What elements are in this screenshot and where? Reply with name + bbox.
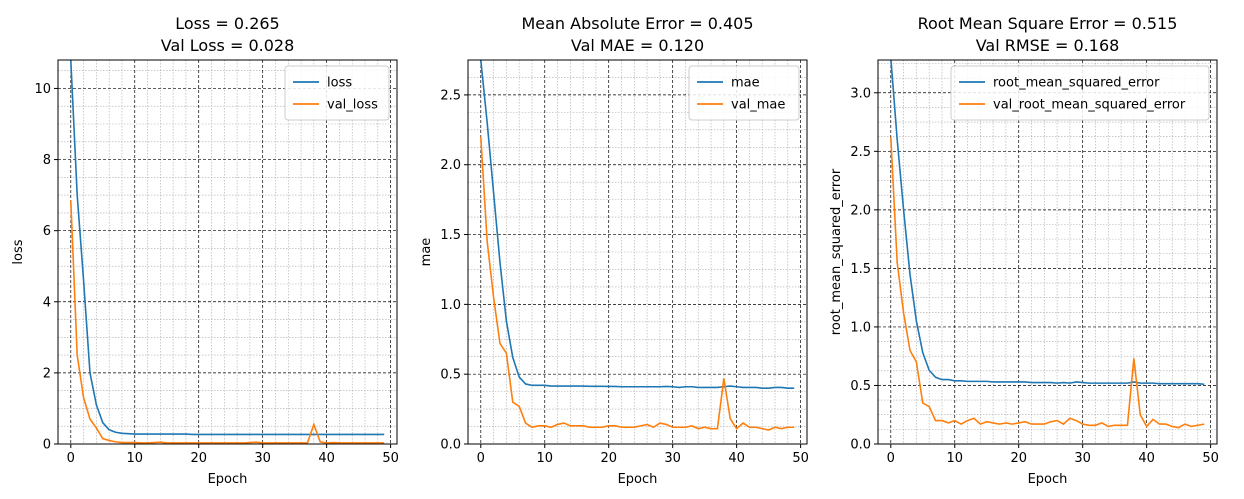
axes-frame xyxy=(467,59,808,445)
x-tick-label: 50 xyxy=(792,451,809,466)
axes-frame xyxy=(877,59,1218,445)
chart-subtitle: Val Loss = 0.028 xyxy=(161,36,295,55)
legend-entry: root_mean_squared_error xyxy=(993,76,1160,91)
y-tick-label: 2.0 xyxy=(850,203,871,218)
x-tick-label: 30 xyxy=(254,451,271,466)
x-tick-label: 20 xyxy=(600,451,617,466)
chart-panel-2: 0 10 20 30 40 50 0.0 0.5 1.0 1.5 2.0 2.5 Mean Absolu… xyxy=(419,14,809,487)
series-line-val_loss xyxy=(69,200,385,444)
y-tick-label: 1.0 xyxy=(440,298,461,313)
legend: mae val_mae xyxy=(688,65,800,121)
axes-frame xyxy=(57,59,398,445)
y-tick-label: 8 xyxy=(43,153,51,168)
grid xyxy=(467,60,807,445)
x-tick-label: 40 xyxy=(318,451,335,466)
y-tick-label: 0 xyxy=(43,438,51,453)
y-tick-label: 0.5 xyxy=(440,368,461,383)
y-tick-label: 2.0 xyxy=(440,158,461,173)
chart-subtitle: Val MAE = 0.120 xyxy=(571,36,704,55)
legend-box xyxy=(688,65,800,121)
series-line-mae xyxy=(479,60,795,389)
x-tick-label: 30 xyxy=(1074,451,1091,466)
y-tick-label: 0.0 xyxy=(440,438,461,453)
legend-box xyxy=(950,65,1210,121)
series-line-val_root_mean_squared_error xyxy=(889,137,1205,429)
y-axis-label: loss xyxy=(11,239,26,264)
chart-title: Mean Absolute Error = 0.405 xyxy=(521,14,753,33)
chart-title: Loss = 0.265 xyxy=(175,14,279,33)
x-axis-label: Epoch xyxy=(1028,472,1068,487)
legend-entry: val_root_mean_squared_error xyxy=(993,98,1186,113)
y-tick-label: 10 xyxy=(34,82,51,97)
x-tick-label: 20 xyxy=(190,451,207,466)
chart-title: Root Mean Square Error = 0.515 xyxy=(918,14,1178,33)
y-tick-label: 2.5 xyxy=(440,88,461,103)
legend: loss val_loss xyxy=(284,65,390,121)
series-line-loss xyxy=(69,60,385,436)
legend-entry: loss xyxy=(327,76,352,91)
series-line-val_mae xyxy=(479,136,795,431)
x-tick-label: 40 xyxy=(728,451,745,466)
y-tick-label: 0.5 xyxy=(850,379,871,394)
y-tick-label: 4 xyxy=(43,295,51,310)
series-line-root_mean_squared_error xyxy=(890,60,1205,386)
y-tick-label: 1.5 xyxy=(850,262,871,277)
x-tick-label: 30 xyxy=(664,451,681,466)
x-tick-label: 10 xyxy=(536,451,553,466)
x-tick-label: 20 xyxy=(1010,451,1027,466)
y-tick-label: 2.5 xyxy=(850,145,871,160)
y-axis-label: root_mean_squared_error xyxy=(829,168,844,335)
legend: root_mean_squared_error val_root_mean_squ… xyxy=(950,65,1210,121)
x-axis-label: Epoch xyxy=(208,472,248,487)
y-tick-label: 2 xyxy=(43,366,51,381)
x-tick-label: 50 xyxy=(382,451,399,466)
y-tick-label: 6 xyxy=(43,224,51,239)
x-axis-label: Epoch xyxy=(618,472,658,487)
x-tick-label: 50 xyxy=(1202,451,1219,466)
chart-panel-1: 0 10 20 30 40 50 0 2 4 6 8 10 Loss = 0.265 Val Loss =… xyxy=(11,14,399,487)
legend-entry: mae xyxy=(731,76,760,91)
x-tick-label: 10 xyxy=(946,451,963,466)
legend-entry: val_loss xyxy=(327,98,378,113)
x-tick-label: 0 xyxy=(887,451,895,466)
x-tick-label: 0 xyxy=(477,451,485,466)
chart-subtitle: Val RMSE = 0.168 xyxy=(976,36,1120,55)
y-tick-label: 0.0 xyxy=(850,438,871,453)
legend-box xyxy=(284,65,390,121)
y-tick-label: 1.5 xyxy=(440,228,461,243)
y-axis-label: mae xyxy=(419,238,434,267)
x-tick-label: 40 xyxy=(1138,451,1155,466)
x-tick-label: 0 xyxy=(67,451,75,466)
y-tick-label: 1.0 xyxy=(850,320,871,335)
y-tick-label: 3.0 xyxy=(850,86,871,101)
x-tick-label: 10 xyxy=(126,451,143,466)
legend-entry: val_mae xyxy=(731,98,785,113)
chart-panel-3: 0 10 20 30 40 50 0.0 0.5 1.0 1.5 2.0 2.5 3.0 Root Mea… xyxy=(829,14,1219,487)
